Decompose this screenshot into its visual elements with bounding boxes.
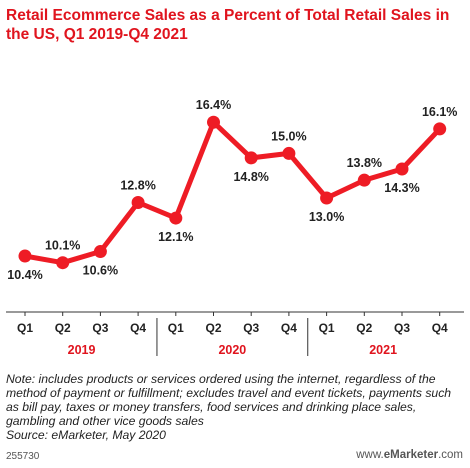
data-point: [18, 249, 32, 263]
x-tick-label: Q3: [394, 321, 410, 335]
data-label: 12.8%: [120, 178, 155, 192]
series-layer: [18, 115, 447, 270]
data-point: [320, 191, 334, 205]
chart-id: 255730: [6, 451, 40, 462]
data-label: 14.8%: [233, 170, 268, 184]
data-label: 13.0%: [309, 210, 344, 224]
year-label: 2021: [369, 343, 397, 357]
data-label: 10.4%: [7, 268, 42, 282]
x-tick-label: Q1: [17, 321, 33, 335]
data-point: [169, 211, 183, 225]
data-label: 16.1%: [422, 105, 457, 119]
data-point: [207, 115, 220, 129]
x-tick-label: Q2: [205, 321, 221, 335]
x-tick-label: Q4: [130, 321, 146, 335]
x-tick-label: Q1: [168, 321, 184, 335]
data-point: [244, 151, 258, 165]
data-labels-layer: 10.4% 10.1%10.6% 12.8% 12.1% 16.4% 14.8% 15.0%…: [7, 98, 457, 282]
x-tick-label: Q2: [356, 321, 372, 335]
data-point: [357, 173, 371, 187]
data-point: [433, 122, 447, 136]
logo-suffix: .com: [438, 449, 463, 461]
x-tick-label: Q4: [281, 321, 297, 335]
chart-note: Note: includes products or services orde…: [6, 372, 464, 442]
data-point: [395, 162, 409, 176]
data-label: 16.4%: [196, 98, 231, 112]
chart-title: Retail Ecommerce Sales as a Percent of T…: [6, 7, 450, 43]
x-tick-label: Q1: [319, 321, 335, 335]
data-point: [56, 256, 70, 270]
series-line: [22, 119, 443, 266]
data-label: 12.1%: [158, 230, 193, 244]
x-tick-label: Q3: [243, 321, 259, 335]
data-point: [131, 195, 145, 209]
year-label: 2019: [68, 343, 96, 357]
year-label-layer: 2019 2020 2021: [68, 318, 397, 357]
source-text: Source: eMarketer, May 2020: [6, 428, 166, 443]
data-label: 14.3%: [384, 181, 419, 195]
logo-brand: eMarketer: [383, 449, 439, 461]
note-text: Note: includes products or services orde…: [6, 372, 452, 429]
x-tick-layer: Q1 Q2 Q3 Q4 Q1 Q2 Q3 Q4 Q1 Q2 Q3 Q4: [17, 312, 448, 335]
data-label: 10.1%: [45, 239, 80, 253]
x-tick-label: Q3: [92, 321, 108, 335]
emarketer-logo[interactable]: www.eMarketer.com: [356, 449, 463, 461]
x-tick-label: Q2: [55, 321, 71, 335]
data-label: 15.0%: [271, 129, 306, 143]
data-label: 10.6%: [83, 264, 118, 278]
data-point: [282, 146, 296, 160]
logo-prefix: www.: [356, 449, 384, 461]
data-label: 13.8%: [347, 156, 382, 170]
year-label: 2020: [218, 343, 246, 357]
data-point: [93, 245, 107, 259]
x-tick-label: Q4: [432, 321, 448, 335]
line-chart: 10.4% 10.1%10.6% 12.8% 12.1% 16.4% 14.8% 15.0%…: [6, 98, 464, 357]
